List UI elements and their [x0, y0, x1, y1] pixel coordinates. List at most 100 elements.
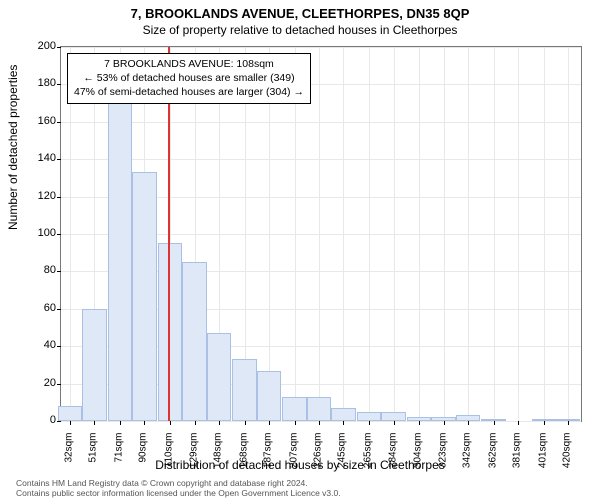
ytick-label: 200: [16, 40, 56, 52]
xtick-label: 401sqm: [537, 433, 548, 483]
histogram-bar: [182, 262, 206, 421]
histogram-bar: [232, 359, 256, 421]
histogram-bar: [257, 371, 281, 421]
histogram-bar: [132, 172, 156, 421]
page-subtitle: Size of property relative to detached ho…: [0, 21, 600, 37]
xtick-label: 284sqm: [387, 433, 398, 483]
gridline-v: [568, 47, 569, 421]
xtick-label: 342sqm: [462, 433, 473, 483]
ytick-label: 0: [16, 414, 56, 426]
xtick-label: 226sqm: [313, 433, 324, 483]
xtick-label: 71sqm: [114, 433, 125, 483]
ytick-mark: [57, 271, 61, 272]
histogram-bar: [207, 333, 231, 421]
gridline-v: [343, 47, 344, 421]
ytick-label: 40: [16, 339, 56, 351]
xtick-mark: [369, 421, 370, 425]
annotation-line: 7 BROOKLANDS AVENUE: 108sqm: [74, 57, 304, 71]
xtick-mark: [568, 421, 569, 425]
xtick-mark: [468, 421, 469, 425]
chart-plot-area: 7 BROOKLANDS AVENUE: 108sqm← 53% of deta…: [60, 46, 582, 422]
ytick-mark: [57, 84, 61, 85]
xtick-label: 323sqm: [437, 433, 448, 483]
xtick-mark: [518, 421, 519, 425]
xtick-label: 362sqm: [487, 433, 498, 483]
page-title: 7, BROOKLANDS AVENUE, CLEETHORPES, DN35 …: [0, 0, 600, 21]
xtick-mark: [195, 421, 196, 425]
footer-line1: Contains HM Land Registry data © Crown c…: [16, 478, 341, 488]
xtick-label: 187sqm: [263, 433, 274, 483]
xtick-mark: [394, 421, 395, 425]
xtick-label: 110sqm: [164, 433, 175, 483]
xtick-label: 381sqm: [512, 433, 523, 483]
histogram-bar: [331, 408, 355, 421]
histogram-bar: [381, 412, 405, 421]
annotation-box: 7 BROOKLANDS AVENUE: 108sqm← 53% of deta…: [67, 53, 311, 104]
xtick-mark: [494, 421, 495, 425]
xtick-mark: [245, 421, 246, 425]
ytick-label: 160: [16, 115, 56, 127]
xtick-label: 32sqm: [63, 433, 74, 483]
xtick-mark: [295, 421, 296, 425]
gridline-v: [544, 47, 545, 421]
xtick-mark: [219, 421, 220, 425]
xtick-label: 148sqm: [212, 433, 223, 483]
xtick-mark: [319, 421, 320, 425]
gridline-v: [468, 47, 469, 421]
histogram-bar: [282, 397, 306, 421]
ytick-mark: [57, 346, 61, 347]
histogram-bar: [58, 406, 82, 421]
ytick-mark: [57, 159, 61, 160]
gridline-v: [518, 47, 519, 421]
ytick-label: 180: [16, 77, 56, 89]
footer-line2: Contains public sector information licen…: [16, 488, 341, 498]
xtick-label: 51sqm: [88, 433, 99, 483]
ytick-label: 140: [16, 152, 56, 164]
xtick-label: 245sqm: [337, 433, 348, 483]
histogram-bar: [431, 417, 455, 421]
xtick-mark: [343, 421, 344, 425]
gridline-v: [394, 47, 395, 421]
histogram-bar: [481, 419, 505, 421]
xtick-label: 129sqm: [188, 433, 199, 483]
annotation-line: 47% of semi-detached houses are larger (…: [74, 85, 304, 99]
ytick-mark: [57, 309, 61, 310]
ytick-mark: [57, 47, 61, 48]
histogram-bar: [357, 412, 381, 421]
histogram-bar: [82, 309, 106, 421]
ytick-label: 60: [16, 302, 56, 314]
gridline-v: [419, 47, 420, 421]
ytick-label: 20: [16, 377, 56, 389]
xtick-label: 168sqm: [238, 433, 249, 483]
xtick-mark: [544, 421, 545, 425]
ytick-mark: [57, 122, 61, 123]
footer-attribution: Contains HM Land Registry data © Crown c…: [16, 478, 341, 498]
histogram-bar: [532, 419, 556, 421]
histogram-bar: [556, 419, 580, 421]
ytick-mark: [57, 421, 61, 422]
xtick-label: 420sqm: [562, 433, 573, 483]
annotation-line: ← 53% of detached houses are smaller (34…: [74, 71, 304, 85]
xtick-label: 207sqm: [288, 433, 299, 483]
ytick-label: 120: [16, 190, 56, 202]
xtick-label: 265sqm: [363, 433, 374, 483]
xtick-mark: [269, 421, 270, 425]
ytick-mark: [57, 234, 61, 235]
xtick-mark: [94, 421, 95, 425]
xtick-mark: [444, 421, 445, 425]
gridline-h: [61, 47, 581, 48]
gridline-v: [369, 47, 370, 421]
xtick-label: 304sqm: [413, 433, 424, 483]
xtick-label: 90sqm: [138, 433, 149, 483]
ytick-mark: [57, 197, 61, 198]
ytick-label: 80: [16, 264, 56, 276]
gridline-h: [61, 122, 581, 123]
ytick-mark: [57, 384, 61, 385]
ytick-label: 100: [16, 227, 56, 239]
histogram-bar: [307, 397, 331, 421]
gridline-h: [61, 421, 581, 422]
xtick-mark: [144, 421, 145, 425]
histogram-bar: [108, 79, 132, 421]
xtick-mark: [120, 421, 121, 425]
histogram-bar: [456, 415, 480, 421]
